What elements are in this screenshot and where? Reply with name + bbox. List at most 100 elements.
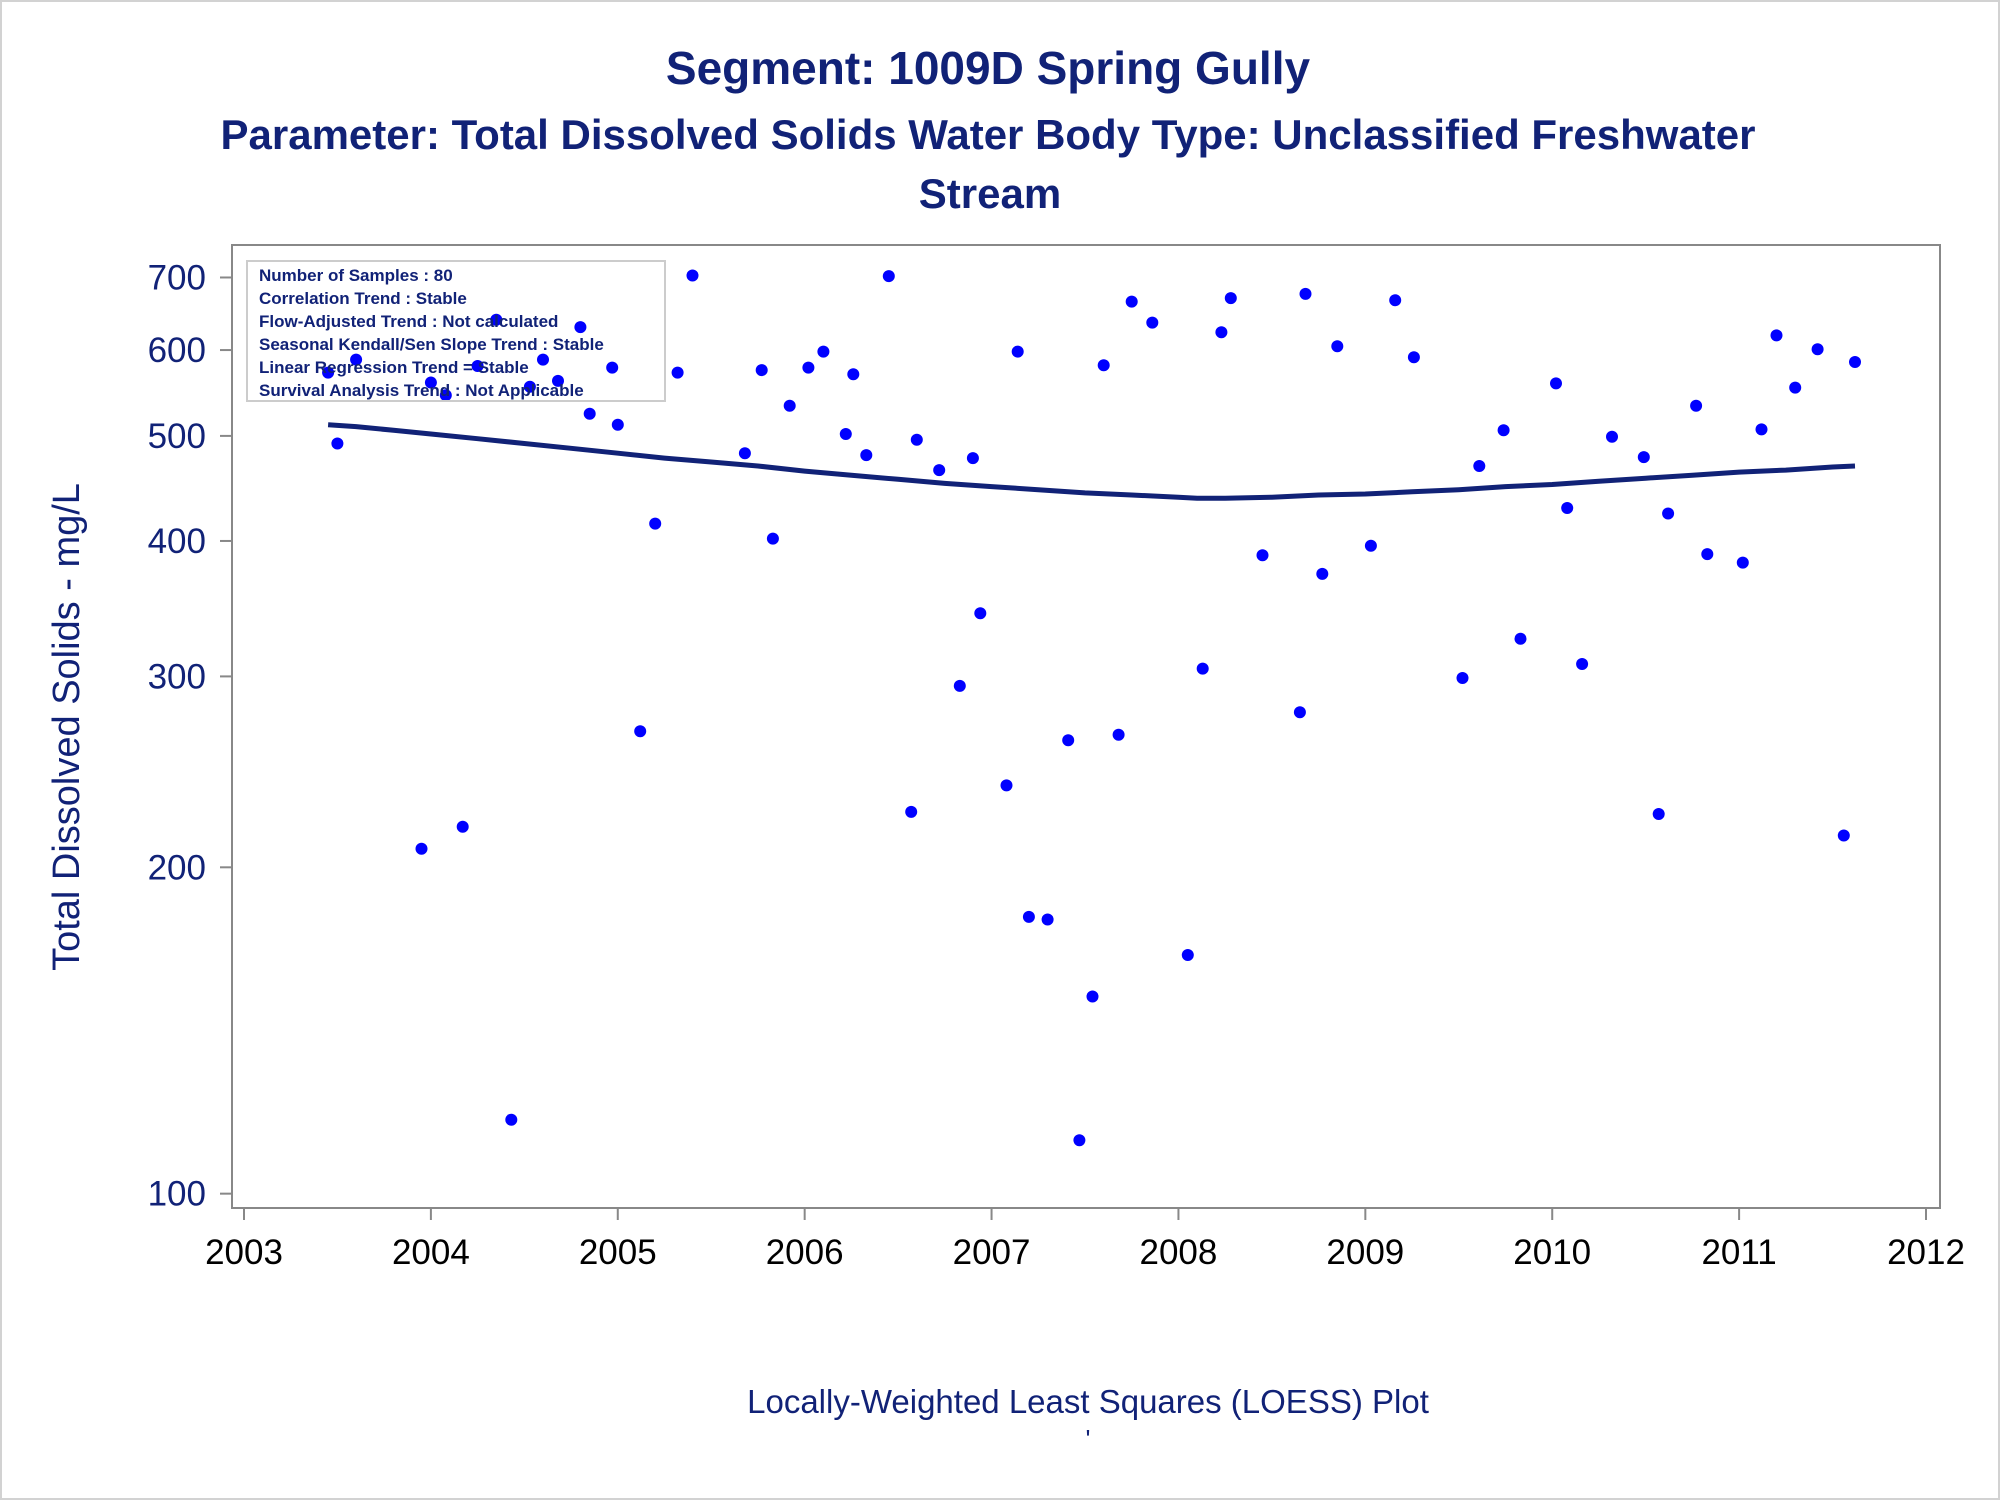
y-tick-label: 700 [148, 258, 206, 297]
data-point [1514, 632, 1527, 645]
data-point [1000, 779, 1013, 792]
data-point [1125, 295, 1138, 308]
data-point [1062, 734, 1075, 747]
data-point [1811, 343, 1824, 356]
data-point [1146, 316, 1159, 329]
data-point [839, 428, 852, 440]
x-tick-label: 2004 [392, 1233, 470, 1272]
x-tick-label: 2005 [579, 1233, 657, 1272]
y-tick-label: 600 [148, 331, 206, 370]
data-point [882, 270, 895, 283]
data-point [505, 1113, 518, 1126]
data-point [649, 517, 662, 530]
data-point [1736, 556, 1749, 569]
data-point [415, 842, 428, 855]
data-point [1299, 287, 1312, 300]
data-point [350, 353, 363, 366]
data-point [537, 353, 549, 366]
data-point [1041, 913, 1054, 926]
data-point [1690, 399, 1703, 412]
stats-legend-box [246, 260, 666, 402]
data-point [1789, 381, 1802, 394]
data-point [1224, 292, 1237, 305]
data-point [331, 437, 344, 450]
data-point [1181, 949, 1194, 961]
data-point [1256, 549, 1269, 562]
stats-line: Survival Analysis Trend : Not Applicable [259, 381, 584, 400]
data-point [1097, 359, 1110, 372]
data-point [1293, 706, 1306, 719]
data-point [847, 368, 860, 381]
x-tick-label: 2006 [766, 1233, 844, 1272]
data-point [456, 820, 469, 833]
data-point [1576, 658, 1589, 670]
data-point [322, 366, 335, 379]
stats-line: Linear Regression Trend = Stable [259, 358, 529, 377]
data-point [1112, 728, 1125, 741]
y-tick-label: 400 [148, 522, 206, 561]
stats-line: Number of Samples : 80 [259, 266, 453, 285]
data-point [766, 532, 779, 545]
loess-line [327, 422, 1856, 501]
y-tick-label: 500 [148, 417, 206, 456]
data-point [1606, 430, 1618, 443]
y-tick-label: 300 [148, 657, 206, 696]
data-point [974, 607, 987, 620]
data-point [1086, 990, 1099, 1003]
y-tick-label: 200 [148, 848, 206, 887]
stats-line: Correlation Trend : Stable [259, 289, 467, 308]
data-point [817, 345, 830, 358]
x-tick-label: 2009 [1326, 1233, 1404, 1272]
footnote-mark: ' [1086, 1424, 1091, 1454]
stats-legend: Number of Samples : 80 Correlation Trend… [246, 260, 666, 402]
data-point [1364, 539, 1377, 552]
data-point [1652, 808, 1665, 820]
data-point [1837, 829, 1850, 842]
data-point [634, 725, 647, 738]
stats-line: Flow-Adjusted Trend : Not calculated [259, 312, 558, 331]
data-points [322, 269, 1861, 1147]
data-point [1389, 294, 1402, 307]
data-point [738, 447, 751, 460]
stats-line: Seasonal Kendall/Sen Slope Trend : Stabl… [259, 335, 604, 354]
data-point [1770, 329, 1783, 342]
plot-area [231, 244, 1941, 1209]
data-point [574, 321, 587, 334]
data-point [424, 376, 437, 389]
x-tick-label: 2003 [205, 1233, 283, 1272]
data-point [1011, 345, 1024, 358]
data-point [1215, 326, 1228, 339]
data-point [910, 433, 923, 446]
data-point [1849, 356, 1861, 368]
data-point [1473, 460, 1486, 472]
data-point [1755, 423, 1768, 436]
data-point [671, 366, 684, 379]
y-tick-label: 100 [148, 1175, 206, 1214]
data-point [1331, 340, 1344, 353]
data-point [783, 399, 796, 412]
x-tick-label: 2007 [953, 1233, 1031, 1272]
data-point [471, 360, 484, 372]
data-point [1196, 662, 1209, 675]
data-point [439, 389, 452, 402]
data-point [1561, 502, 1574, 514]
data-point [953, 679, 966, 692]
x-tick-label: 2011 [1701, 1233, 1776, 1272]
data-point [933, 464, 946, 477]
x-tick-label: 2008 [1140, 1233, 1218, 1272]
x-axis: 2003 2004 2005 2006 2007 2008 2009 2010 2011 2012 [205, 1208, 1965, 1272]
data-point [1316, 567, 1329, 580]
data-point [686, 269, 699, 282]
data-point [1662, 507, 1675, 520]
y-axis-label: Total Dissolved Solids - mg/L [46, 483, 88, 971]
data-point [1637, 451, 1650, 464]
data-point [905, 805, 918, 818]
data-point [1701, 548, 1714, 561]
x-tick-label: 2010 [1513, 1233, 1591, 1272]
data-point [1550, 377, 1562, 390]
y-axis: 100 200 300 400 500 600 700 [148, 258, 232, 1214]
data-point [490, 313, 503, 326]
data-point [1497, 424, 1510, 437]
data-point [802, 361, 815, 374]
x-tick-label: 2012 [1887, 1233, 1965, 1272]
